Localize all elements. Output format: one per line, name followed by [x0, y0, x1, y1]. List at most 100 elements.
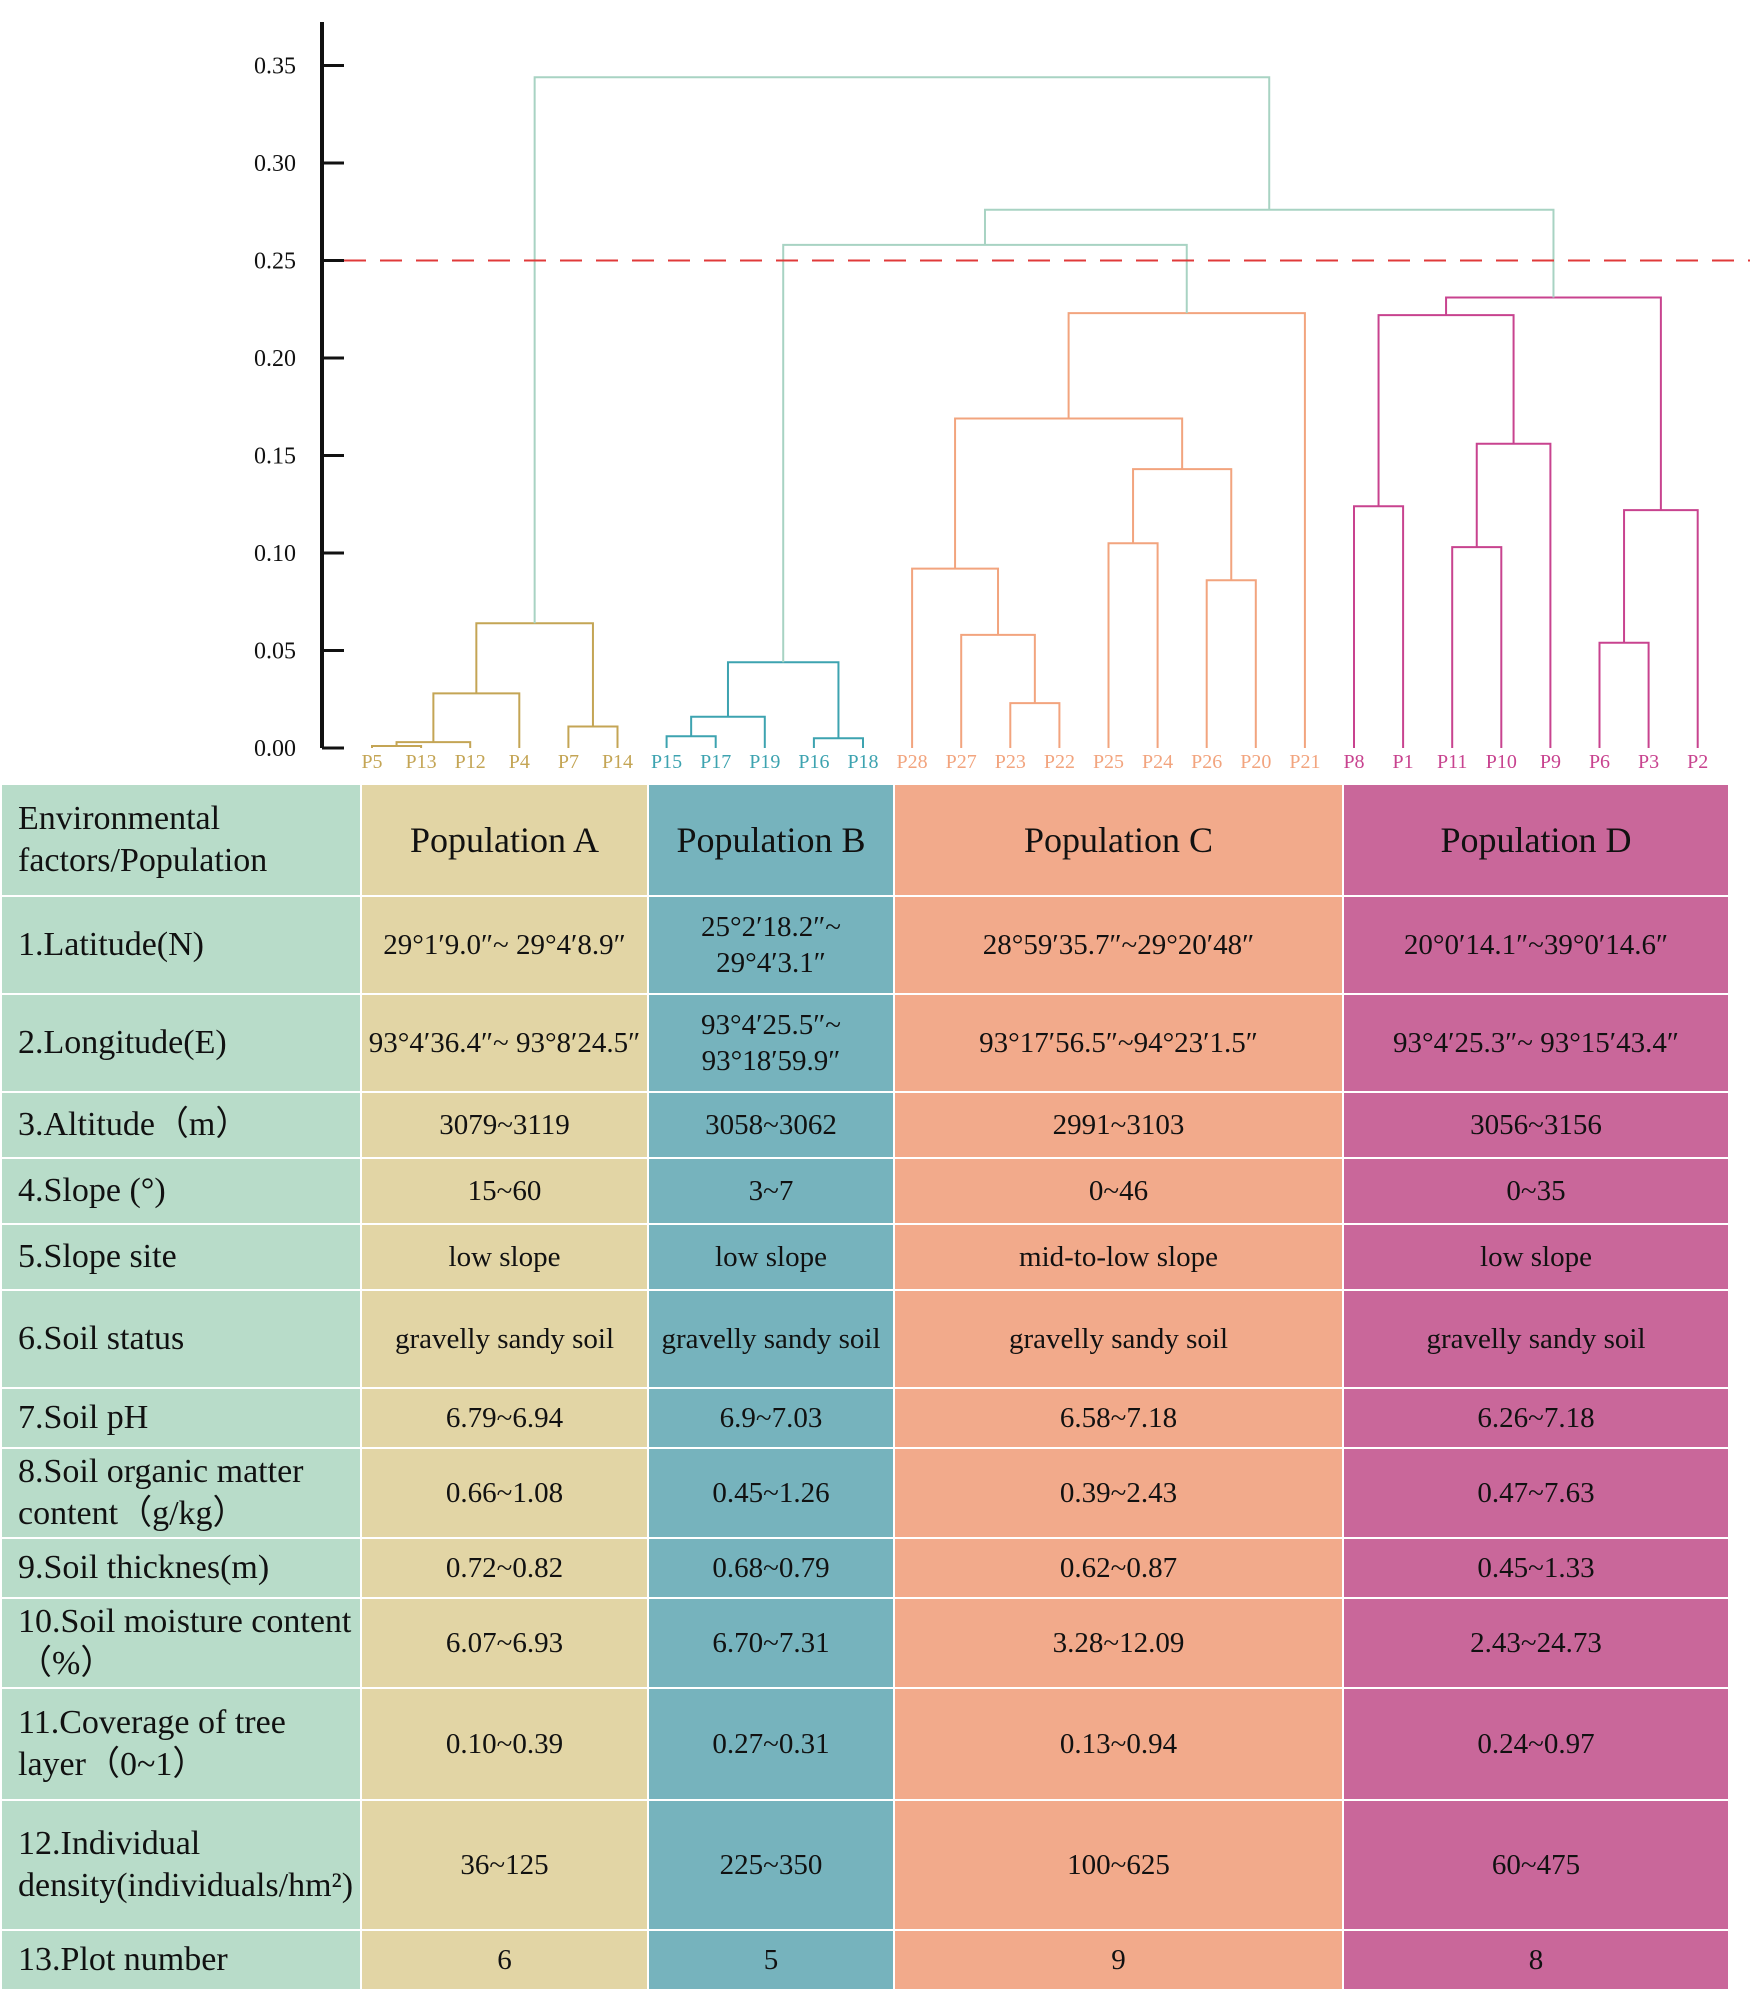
dendrogram-link	[782, 243, 1188, 663]
y-tick-label: 0.10	[254, 541, 296, 567]
table-cell: 225~350	[647, 1799, 895, 1931]
leaf-label: P18	[847, 751, 878, 773]
table-cell: 0.47~7.63	[1342, 1447, 1730, 1539]
table-cell: 5	[647, 1929, 895, 1991]
table-cell: 0.45~1.26	[647, 1447, 895, 1539]
table-cell: 93°4′36.4″~ 93°8′24.5″	[360, 993, 649, 1093]
table-cell: 6	[360, 1929, 649, 1991]
factor-label: 5.Slope site	[0, 1223, 362, 1291]
table-cell: 36~125	[360, 1799, 649, 1931]
leaf-label: P3	[1638, 751, 1659, 773]
table-cell: 0.13~0.94	[893, 1687, 1344, 1801]
table-cell: 93°17′56.5″~94°23′1.5″	[893, 993, 1344, 1093]
table-cell: 0~46	[893, 1157, 1344, 1225]
environment-table: Environmental factors/Population Populati…	[0, 783, 1730, 1991]
table-row: 1.Latitude(N) 29°1′9.0″~ 29°4′8.9″ 25°2′18…	[0, 895, 1730, 995]
leaf-label: P14	[602, 751, 633, 773]
leaf-label: P16	[798, 751, 829, 773]
dendrogram-link	[1451, 546, 1503, 748]
table-cell: 29°1′9.0″~ 29°4′8.9″	[360, 895, 649, 995]
factor-label: 8.Soil organic matter content（g/kg）	[0, 1447, 362, 1539]
table-cell: 6.26~7.18	[1342, 1387, 1730, 1449]
table-row: 10.Soil moisture content（%） 6.07~6.93 6.70…	[0, 1597, 1730, 1689]
table-cell: 0.39~2.43	[893, 1447, 1344, 1539]
y-tick-label: 0.20	[254, 346, 296, 372]
factor-label: 4.Slope (°)	[0, 1157, 362, 1225]
table-cell: 0.72~0.82	[360, 1537, 649, 1599]
leaf-label: P22	[1044, 751, 1075, 773]
table-row: 8.Soil organic matter content（g/kg） 0.66~…	[0, 1447, 1730, 1539]
factor-label: 10.Soil moisture content（%）	[0, 1597, 362, 1689]
table-cell: 25°2′18.2″~ 29°4′3.1″	[647, 895, 895, 995]
dendrogram-link	[954, 417, 1184, 569]
dendrogram-link	[533, 76, 1271, 624]
leaf-label: P15	[651, 751, 682, 773]
table-row: 9.Soil thicknes(m) 0.72~0.82 0.68~0.79 0.62…	[0, 1537, 1730, 1599]
table-cell: 3079~3119	[360, 1091, 649, 1159]
table-cell: 3~7	[647, 1157, 895, 1225]
population-header: Population B	[647, 783, 895, 897]
leaf-label: P23	[995, 751, 1026, 773]
table-cell: 0.66~1.08	[360, 1447, 649, 1539]
leaf-label: P5	[361, 751, 382, 773]
leaf-label: P6	[1589, 751, 1610, 773]
leaf-label: P10	[1486, 751, 1517, 773]
factor-label: 3.Altitude（m）	[0, 1091, 362, 1159]
leaf-label: P20	[1240, 751, 1271, 773]
table-cell: 3.28~12.09	[893, 1597, 1344, 1689]
dendrogram-link	[567, 725, 619, 748]
factor-label: 9.Soil thicknes(m)	[0, 1537, 362, 1599]
population-header: Population A	[360, 783, 649, 897]
table-cell: 0.68~0.79	[647, 1537, 895, 1599]
table-row: 2.Longitude(E) 93°4′36.4″~ 93°8′24.5″ 93°4…	[0, 993, 1730, 1093]
dendrogram-link	[665, 735, 717, 748]
table-cell: 28°59′35.7″~29°20′48″	[893, 895, 1344, 995]
leaf-label: P13	[406, 751, 437, 773]
table-row: 7.Soil pH 6.79~6.94 6.9~7.03 6.58~7.18 6.26~…	[0, 1387, 1730, 1449]
factor-label: 12.Individual density(individuals/hm²)	[0, 1799, 362, 1931]
factor-label: 6.Soil status	[0, 1289, 362, 1389]
dendrogram-tree	[371, 76, 1699, 748]
dendrogram-link	[1445, 296, 1662, 511]
table-cell: 60~475	[1342, 1799, 1730, 1931]
leaf-labels: P5 P13 P12 P4 P7 P14 P15 P17 P19 P16 P18 P28 P27 P23 P…	[361, 751, 1708, 773]
dendrogram-link	[1009, 702, 1061, 748]
table-cell: 6.79~6.94	[360, 1387, 649, 1449]
factor-label: 7.Soil pH	[0, 1387, 362, 1449]
table-corner-header: Environmental factors/Population	[0, 783, 362, 897]
table-cell: low slope	[360, 1223, 649, 1291]
dendrogram-link	[1067, 312, 1306, 748]
dendrogram-link	[726, 661, 840, 739]
table-row: 11.Coverage of tree layer（0~1） 0.10~0.39 0…	[0, 1687, 1730, 1801]
y-axis: 0.00 0.05 0.10 0.15 0.20 0.25 0.30 0.35	[254, 22, 344, 762]
leaf-label: P1	[1393, 751, 1414, 773]
table-cell: 6.70~7.31	[647, 1597, 895, 1689]
table-row: 4.Slope (°) 15~60 3~7 0~46 0~35	[0, 1157, 1730, 1225]
population-header: Population C	[893, 783, 1344, 897]
table-cell: 0~35	[1342, 1157, 1730, 1225]
table-cell: 2.43~24.73	[1342, 1597, 1730, 1689]
leaf-label: P11	[1437, 751, 1467, 773]
table-cell: 0.62~0.87	[893, 1537, 1344, 1599]
leaf-label: P21	[1289, 751, 1320, 773]
dendrogram-link	[475, 622, 594, 727]
table-cell: gravelly sandy soil	[360, 1289, 649, 1389]
y-tick-label: 0.25	[254, 249, 296, 275]
dendrogram-link	[983, 208, 1555, 298]
table-row: 6.Soil status gravelly sandy soil gravelly…	[0, 1289, 1730, 1389]
leaf-label: P4	[509, 751, 530, 773]
table-cell: 9	[893, 1929, 1344, 1991]
leaf-label: P28	[897, 751, 928, 773]
population-header: Population D	[1342, 783, 1730, 897]
leaf-label: P24	[1142, 751, 1173, 773]
leaf-label: P8	[1343, 751, 1364, 773]
table-cell: 0.27~0.31	[647, 1687, 895, 1801]
leaf-label: P9	[1540, 751, 1561, 773]
dendrogram-link	[1353, 505, 1405, 748]
leaf-label: P19	[749, 751, 780, 773]
dendrogram-link	[371, 745, 423, 748]
dendrogram-link	[1377, 314, 1515, 507]
y-tick-label: 0.30	[254, 151, 296, 177]
factor-label: 2.Longitude(E)	[0, 993, 362, 1093]
table-cell: 6.58~7.18	[893, 1387, 1344, 1449]
